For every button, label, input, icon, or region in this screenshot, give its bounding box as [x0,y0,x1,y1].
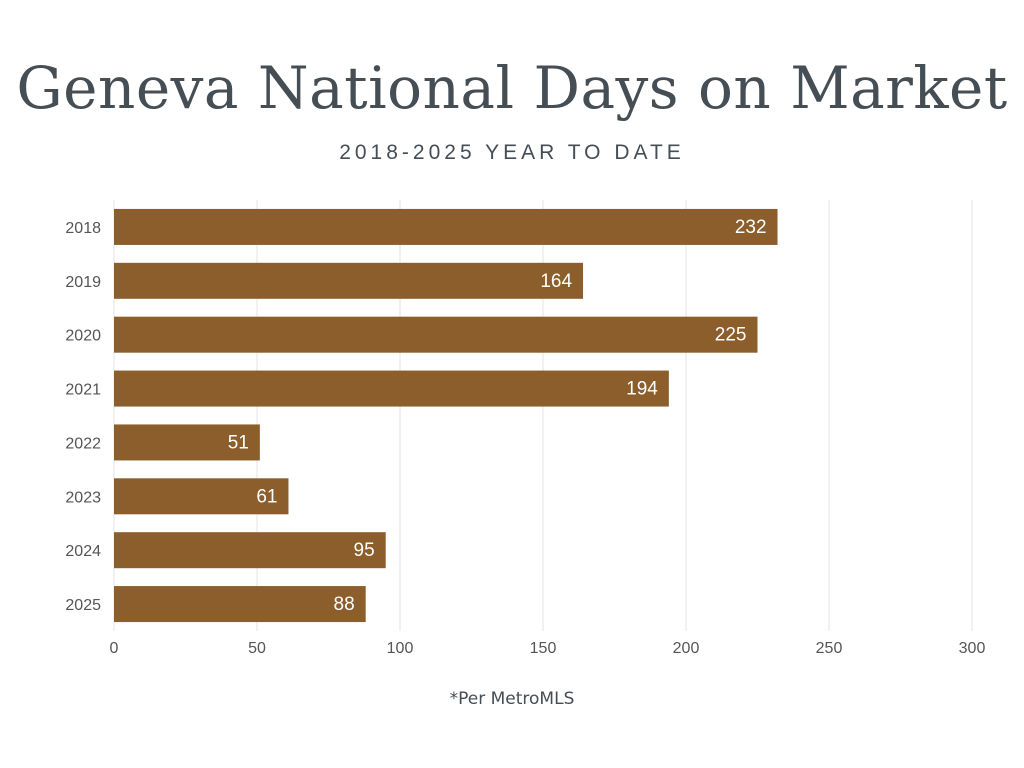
bar [114,478,289,515]
x-axis-labels: 0 50 100 150 200 250 300 [110,640,986,657]
bar-value-label: 232 [735,217,767,238]
y-category-label: 2022 [65,435,101,452]
bar [114,316,758,353]
y-category-label: 2021 [65,382,101,399]
bar-value-label: 61 [256,486,277,507]
x-tick-label: 200 [673,640,700,657]
x-tick-label: 100 [387,640,414,657]
y-category-label: 2023 [65,489,101,506]
y-axis-labels: 2018 2019 2020 2021 2022 2023 2024 2025 [65,220,101,614]
x-tick-label: 50 [248,640,266,657]
bar [114,370,669,407]
bar [114,262,584,299]
bar-value-label: 225 [715,325,747,346]
y-category-label: 2019 [65,274,101,291]
x-tick-label: 300 [959,640,986,657]
x-tick-label: 0 [110,640,119,657]
bar [114,532,386,569]
chart-subtitle: 2018-2025 YEAR TO DATE [339,141,685,164]
bar-value-label: 51 [228,432,249,453]
y-category-label: 2018 [65,220,101,237]
bar [114,586,366,623]
x-tick-label: 250 [816,640,843,657]
bar-value-label: 88 [334,594,355,615]
bars: 232 164 225 194 51 61 95 88 [114,208,778,623]
bar-value-label: 164 [540,271,572,292]
bar [114,208,778,245]
y-category-label: 2024 [65,543,101,560]
source-footnote: *Per MetroMLS [449,689,575,709]
y-category-label: 2020 [65,328,101,345]
bar-value-label: 95 [354,540,375,561]
bar-value-label: 194 [626,379,658,400]
x-tick-label: 150 [530,640,557,657]
chart-title: Geneva National Days on Market [16,54,1008,122]
y-category-label: 2025 [65,597,101,614]
bar [114,424,260,461]
